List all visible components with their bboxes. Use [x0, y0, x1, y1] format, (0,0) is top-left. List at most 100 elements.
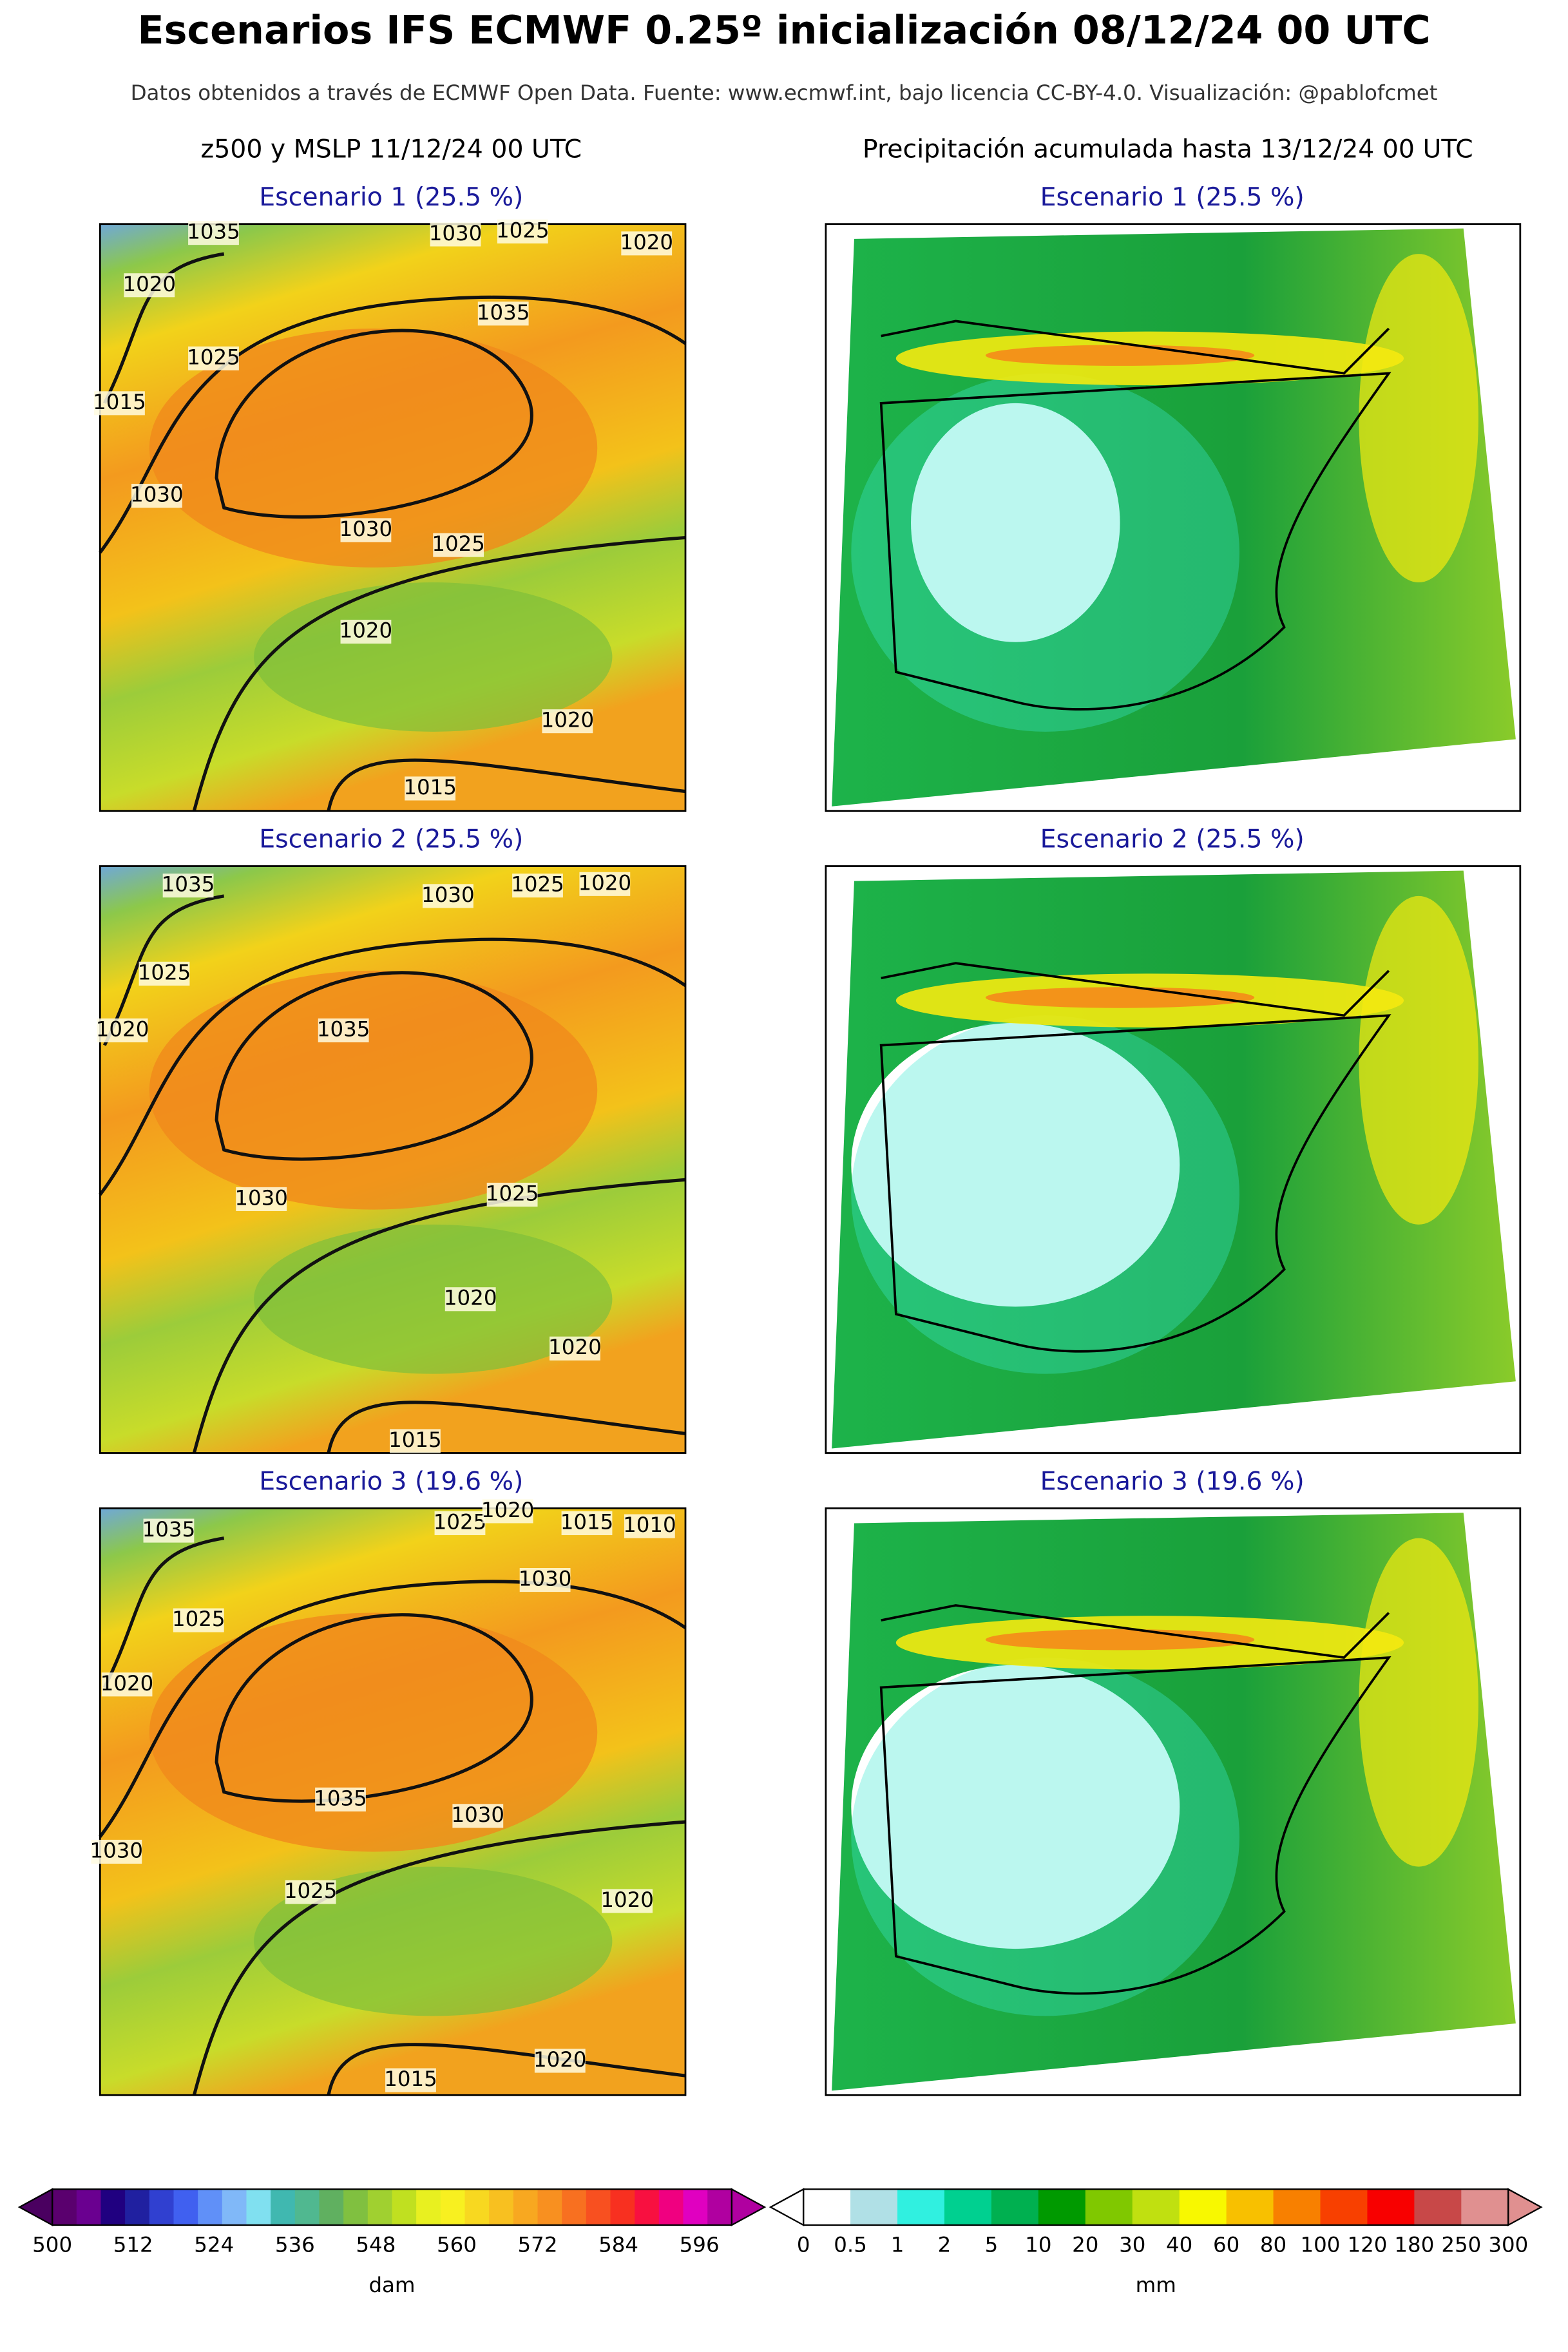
isobar [192, 535, 686, 812]
colorbar-swatch [1085, 2189, 1133, 2225]
contour-label-bg [550, 1336, 600, 1361]
contour-label: 1020 [533, 2047, 587, 2072]
contour-label: 1035 [314, 1786, 367, 1810]
colorbar-tick-label: 20 [1072, 2232, 1098, 2257]
colorbar-swatch [149, 2189, 175, 2225]
colorbar-extend [769, 2188, 805, 2226]
colorbar-tick-label: 100 [1301, 2232, 1341, 2257]
contour-label-bg [315, 1787, 366, 1812]
light-area [851, 373, 1240, 732]
contour-label: 1035 [162, 872, 215, 897]
contour-label-bg [477, 301, 529, 326]
contour-label: 1030 [452, 1802, 505, 1827]
column-heading: z500 y MSLP 11/12/24 00 UTC [201, 135, 582, 164]
contour-label-bg [512, 874, 563, 898]
colorbar-swatch [513, 2189, 539, 2225]
map-frame [99, 1507, 687, 2096]
contour-label-bg [340, 620, 392, 644]
coastline [879, 1604, 1391, 1995]
colorbar-swatch [991, 2189, 1039, 2225]
colorbar-extend [731, 2188, 767, 2226]
isobar [102, 1536, 225, 1688]
isobar [192, 1820, 686, 2096]
precip-map [825, 1507, 1522, 2096]
high-area [149, 1612, 598, 1852]
contour-label-bg [390, 1429, 441, 1453]
light-area [851, 1015, 1240, 1374]
colorbar-frame [51, 2188, 733, 2226]
colorbar-tick-label: 560 [437, 2232, 477, 2257]
contour-label: 1025 [496, 218, 550, 242]
contour-label-bg [534, 2049, 586, 2073]
colorbar-unit: dam [368, 2273, 415, 2297]
contour-label-bg [405, 776, 456, 801]
isobar [327, 2043, 686, 2096]
contour-label-bg [497, 219, 548, 244]
colorbar-swatch [76, 2189, 102, 2225]
colorbar-swatch [1367, 2189, 1415, 2225]
contour-label: 1035 [317, 1017, 370, 1041]
contour-label-bg [318, 1018, 369, 1043]
colorbar-swatch [392, 2189, 417, 2225]
contour-label-bg [482, 1499, 533, 1524]
contour-label-bg [430, 222, 481, 247]
colorbar-tick-label: 536 [275, 2232, 315, 2257]
contour-label-bg [385, 2068, 436, 2092]
colorbar-tick-label: 40 [1166, 2232, 1192, 2257]
colorbar-swatch [198, 2189, 223, 2225]
column-heading: Precipitación acumulada hasta 13/12/24 0… [863, 135, 1473, 164]
contour-label: 1025 [187, 345, 240, 369]
colorbar-tick-label: 0 [797, 2232, 810, 2257]
contour-label-bg [143, 1518, 195, 1543]
colorbar-tick-label: 300 [1488, 2232, 1528, 2257]
scenario-label: Escenario 2 (25.5 %) [259, 825, 523, 854]
colorbar-swatch [52, 2189, 77, 2225]
contour-label: 1015 [560, 1509, 614, 1534]
wet-core [985, 345, 1255, 366]
colorbar-swatch [271, 2189, 296, 2225]
contour-label: 1020 [548, 1335, 602, 1359]
contour-label-bg [423, 884, 473, 908]
contour-label: 1025 [138, 960, 191, 984]
z500-map: 1035 1030 1025 1020 1020 1035 1025 1015 1030 1030… [93, 218, 687, 812]
coastline [879, 962, 1391, 1353]
colorbar-tick-label: 0.5 [834, 2232, 867, 2257]
colorbar-tick-label: 1 [891, 2232, 904, 2257]
coastline [879, 320, 1391, 711]
colorbar-tick-label: 180 [1394, 2232, 1434, 2257]
contour-label-bg [579, 872, 631, 896]
low-area [254, 1866, 613, 2016]
subtitle: Datos obtenidos a través de ECMWF Open D… [131, 81, 1438, 105]
contour-label: 1010 [623, 1513, 676, 1537]
colorbar-tick-label: 30 [1119, 2232, 1145, 2257]
isobar [99, 1580, 687, 1838]
contour-label-bg [139, 961, 190, 986]
contour-label-bg [101, 1672, 153, 1697]
isobar [99, 295, 687, 554]
contour-label: 1025 [284, 1879, 338, 1903]
colorbar-swatch [707, 2189, 732, 2225]
contour-label: 1015 [93, 390, 146, 414]
colorbar-tick-label: 524 [194, 2232, 234, 2257]
contour-label: 1030 [421, 883, 475, 907]
map-frame [99, 223, 687, 812]
contour-label-bg [188, 346, 239, 370]
contour-label-bg [173, 1608, 224, 1632]
colorbar-swatch [464, 2189, 490, 2225]
scenario-label: Escenario 1 (25.5 %) [259, 182, 523, 212]
colorbar-swatch [658, 2189, 684, 2225]
contour-label: 1020 [339, 618, 393, 643]
isobar [327, 1401, 686, 1453]
colorbar-tick-label: 500 [32, 2232, 72, 2257]
wet-core [985, 987, 1255, 1008]
colorbar-tick-label: 60 [1213, 2232, 1239, 2257]
contour-label: 1015 [403, 775, 457, 799]
colorbar-tick-label: 2 [938, 2232, 951, 2257]
colorbar-swatch [562, 2189, 587, 2225]
colorbar-swatch [1179, 2189, 1227, 2225]
contour-label-bg [340, 518, 392, 542]
contour-label: 1030 [339, 517, 393, 541]
contour-label: 1030 [90, 1838, 144, 1862]
contour-label-bg [188, 221, 239, 245]
